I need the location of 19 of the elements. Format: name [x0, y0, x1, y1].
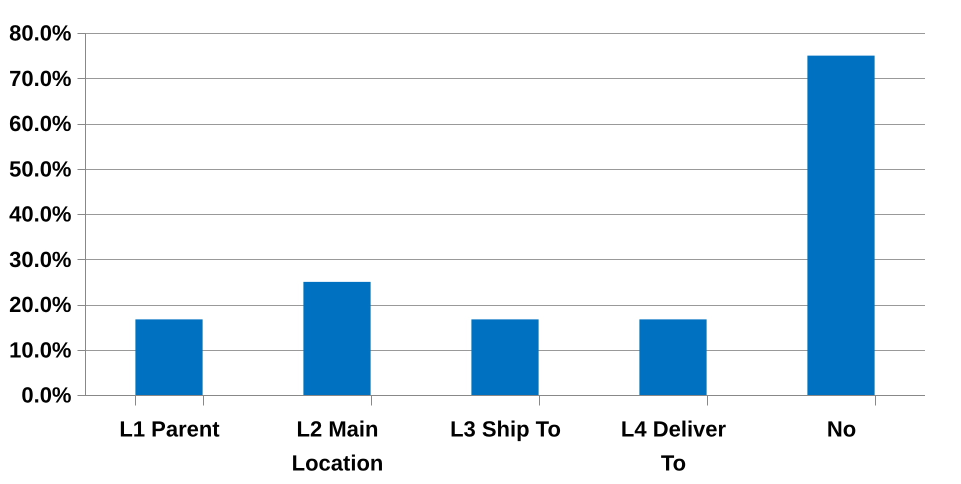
y-tick-label: 70.0% [9, 66, 72, 91]
y-tick-label: 30.0% [9, 246, 72, 272]
bar [471, 319, 539, 395]
bar [303, 282, 371, 395]
y-tick-label: 0.0% [21, 382, 72, 408]
bar [639, 319, 707, 395]
x-tick-label: L2 Main Location [292, 416, 384, 476]
x-tick-label: L1 Parent [119, 416, 220, 442]
y-tick-label: 10.0% [9, 337, 72, 362]
x-tick-label: L4 Deliver To [620, 416, 727, 476]
x-tick-label: L3 Ship To [450, 416, 561, 442]
bar [807, 56, 875, 395]
y-tick-label: 20.0% [9, 292, 72, 317]
y-tick-label: 40.0% [9, 202, 72, 226]
y-tick-label: 80.0% [9, 20, 72, 46]
x-tick-label: No [826, 416, 856, 442]
y-tick-label: 60.0% [9, 111, 72, 136]
bar [135, 319, 203, 395]
y-tick-label: 50.0% [9, 156, 72, 182]
